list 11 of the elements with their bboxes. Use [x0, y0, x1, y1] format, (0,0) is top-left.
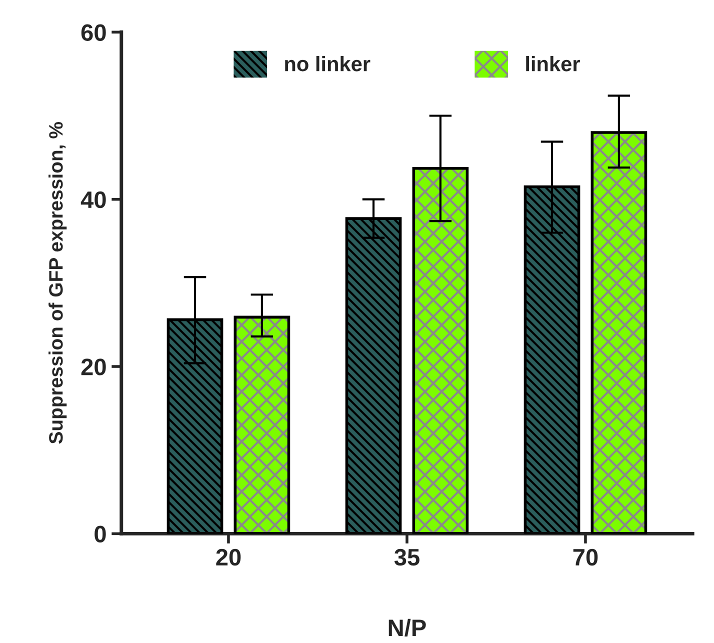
legend-label: no linker — [285, 56, 370, 72]
y-tick-label: 40 — [80, 191, 106, 208]
x-tick-label: 70 — [573, 548, 598, 566]
y-tick-label: 0 — [94, 526, 106, 542]
y-tick-label: 60 — [81, 24, 106, 41]
x-tick-label: 35 — [394, 548, 420, 566]
y-tick-label: 20 — [81, 358, 106, 376]
x-axis-title: N/P — [388, 618, 426, 636]
y-axis-title: Suppression of GFP expression, % — [48, 122, 67, 444]
x-tick-label: 20 — [216, 548, 241, 566]
legend-label: linker — [526, 56, 580, 72]
